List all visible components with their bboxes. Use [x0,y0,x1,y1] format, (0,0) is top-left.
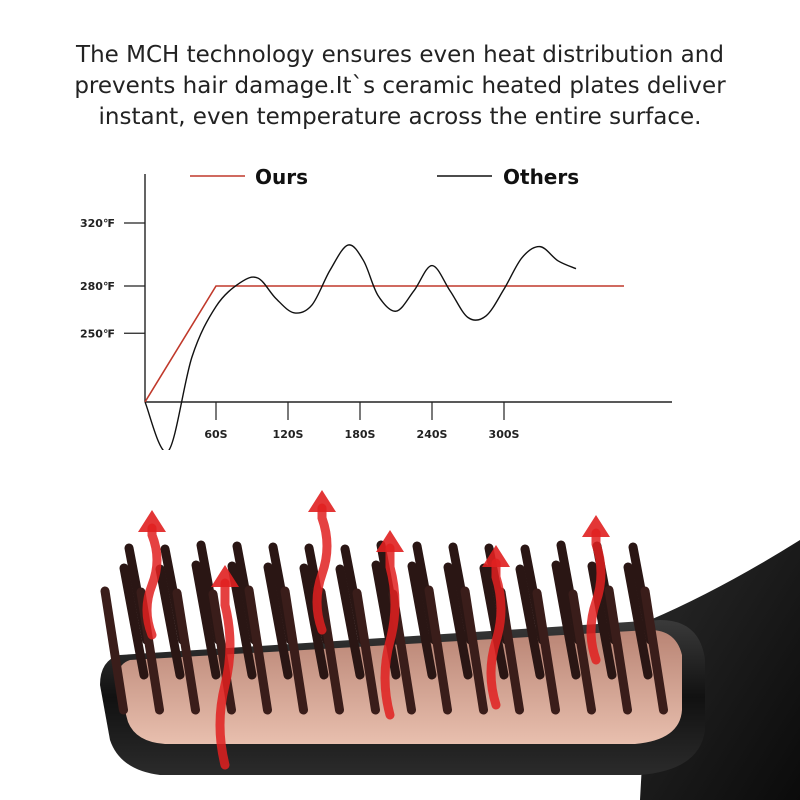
headline-line-2: prevents hair damage.It`s ceramic heated… [74,73,726,99]
bristle [352,588,380,715]
bristle [604,585,632,715]
heat-arrow-head [138,510,166,532]
bristle [316,587,344,715]
bristle [407,561,437,680]
bristle [244,585,272,715]
series-layer [144,244,624,450]
heat-arrow-stem [142,523,162,640]
heat-arrow-head [211,565,239,587]
bristle [551,560,581,680]
bristle [568,589,596,715]
y-tick-label: 250℉ [80,327,115,340]
heat-arrows [138,490,610,770]
heat-arrow-stem [312,503,332,635]
bristle [532,588,560,715]
bristle [371,560,401,680]
bristle [263,562,293,680]
bristle [172,588,200,715]
bristle [119,563,149,680]
heat-arrow-head [308,490,336,512]
bristle [640,586,668,715]
bristle [443,562,473,680]
heat-arrow-stem [586,528,606,665]
heat-arrow-stem [380,543,400,720]
heat-arrow-stem [486,558,506,710]
bristle [587,561,617,680]
legend-ours-label: Ours [255,165,308,189]
bristle [191,560,221,680]
bristle [155,564,185,680]
bristle [623,562,653,680]
y-tick-label: 320℉ [80,217,115,230]
heat-arrow-head [582,515,610,537]
x-tick-label: 120S [273,428,304,441]
brush-illustration [100,490,800,800]
heat-arrow-head [482,545,510,567]
bristle [208,589,236,715]
legend: Ours Others [190,165,579,189]
legend-others-label: Others [503,165,579,189]
headline-line-1: The MCH technology ensures even heat dis… [76,42,724,68]
bristle [100,586,128,715]
series-ours-line [144,285,624,403]
bristle [299,563,329,680]
x-tick-label: 300S [489,428,520,441]
y-tick-label: 280℉ [80,280,115,293]
x-tick-label: 180S [345,428,376,441]
series-others-line [144,244,577,450]
bristle [515,564,545,680]
headline: The MCH technology ensures even heat dis… [0,40,800,133]
headline-line-3: instant, even temperature across the ent… [98,104,702,130]
heat-arrow-head [376,530,404,552]
heat-arrow-stem [215,578,235,770]
x-tick-label: 60S [204,428,227,441]
bristle [424,585,452,715]
axis-ticks: 320℉ 280℉ 250℉ 60S 120S 180S 240S 300S [80,217,520,441]
bristle [280,586,308,715]
bristle [479,563,509,680]
bristle [460,586,488,715]
bristle [335,564,365,680]
x-tick-label: 240S [417,428,448,441]
